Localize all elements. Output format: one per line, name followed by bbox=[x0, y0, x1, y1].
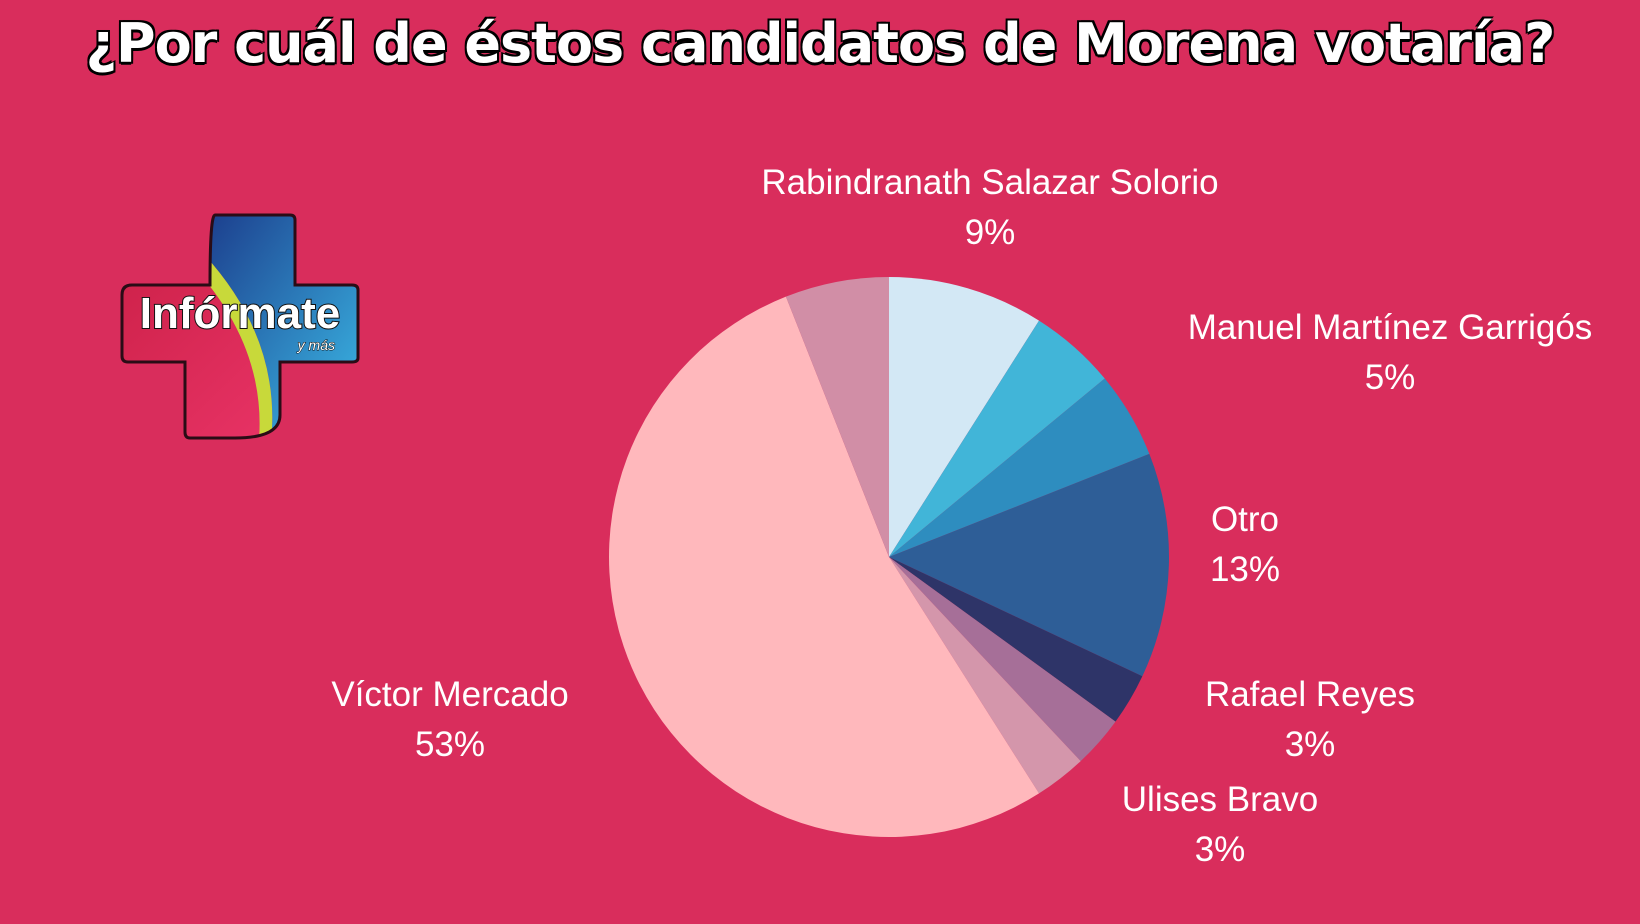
pie-slice-8 bbox=[785, 277, 889, 557]
pie-slice-1 bbox=[889, 320, 1105, 557]
pie-slice-5 bbox=[889, 557, 1116, 762]
pie-slice-2 bbox=[889, 378, 1150, 557]
page-title: ¿Por cuál de éstos candidatos de Morena … bbox=[85, 12, 1556, 75]
pie-slice-3 bbox=[889, 453, 1169, 677]
pie-slice-6 bbox=[889, 557, 1081, 794]
label-rafael: Rafael Reyes 3% bbox=[1204, 675, 1416, 764]
pie-slice-7 bbox=[608, 296, 1040, 838]
label-rabindranath: Rabindranath Salazar Solorio 9% bbox=[761, 163, 1219, 252]
logo-text: Infórmate bbox=[140, 289, 340, 338]
label-ulises: Ulises Bravo 3% bbox=[1121, 780, 1319, 869]
logo-tagline: y más bbox=[297, 337, 335, 353]
label-manuel: Manuel Martínez Garrigós 5% bbox=[1187, 308, 1593, 397]
label-victor: Víctor Mercado 53% bbox=[331, 675, 569, 764]
informate-logo: Infórmate y más bbox=[120, 213, 360, 440]
pie-slice-4 bbox=[889, 557, 1143, 722]
pie-slice-0 bbox=[889, 277, 1040, 557]
label-otro: Otro 13% bbox=[1209, 500, 1281, 589]
